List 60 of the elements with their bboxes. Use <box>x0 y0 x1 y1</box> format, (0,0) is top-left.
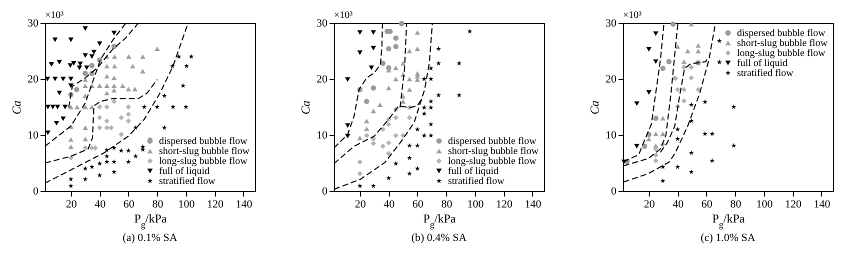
legend-label: full of liquid <box>159 166 210 177</box>
text: (b) 0.4% SA <box>411 232 467 244</box>
legend-label: stratified flow <box>159 176 216 187</box>
y-axis-title: Ca <box>10 100 24 115</box>
legend-label: long-slug bubble flow <box>448 156 538 167</box>
y-tick-label: 10 <box>316 130 328 142</box>
legend-label: stratified flow <box>448 176 506 187</box>
x-tick-label: 40 <box>94 198 106 210</box>
y-tick-label: 30 <box>316 18 328 30</box>
legend-label: dispersed bubble flow <box>448 136 538 147</box>
x-tick-label: 40 <box>672 198 684 210</box>
x-tick-label: 120 <box>496 198 513 210</box>
x-tick-label: 80 <box>441 198 453 210</box>
x-axis-title: P$_{g}$/kPa <box>712 212 746 230</box>
x-tick-label: 80 <box>152 198 164 210</box>
x-tick-label: 20 <box>354 198 366 210</box>
x-tick-label: 60 <box>701 198 713 210</box>
x-axis-title: P$_{g}$/kPa <box>423 212 456 230</box>
x-tick-label: 120 <box>784 198 802 210</box>
legend-label: short-slug bubble flow <box>159 146 250 157</box>
x-tick-label: 100 <box>178 198 196 210</box>
x-tick-label: 120 <box>206 198 224 210</box>
legend-label: dispersed bubble flow <box>159 136 248 147</box>
y-tick-label: 0 <box>33 186 39 198</box>
legend-label: stratified flow <box>737 68 794 79</box>
y-tick-label: 0 <box>611 186 617 198</box>
text: ×10³ <box>334 10 353 21</box>
x-tick-label: 100 <box>467 198 484 210</box>
text: ×10³ <box>623 10 642 21</box>
x-tick-label: 40 <box>384 198 396 210</box>
y-axis-title: Ca <box>588 100 602 115</box>
text: (c) 1.0% SA <box>700 232 756 244</box>
y-tick-label: 20 <box>606 74 617 86</box>
x-tick-label: 140 <box>236 198 253 210</box>
text: (a) 0.1% SA <box>122 232 178 244</box>
y-tick-label: 10 <box>28 130 39 142</box>
y-tick-label: 20 <box>28 74 39 86</box>
y-tick-label: 30 <box>606 18 617 30</box>
y-tick-label: 10 <box>606 130 617 142</box>
legend-label: dispersed bubble flow <box>737 28 826 39</box>
x-tick-label: 140 <box>814 198 831 210</box>
x-tick-label: 100 <box>756 198 774 210</box>
x-tick-label: 140 <box>524 198 542 210</box>
y-tick-label: 0 <box>322 186 328 198</box>
x-tick-label: 60 <box>123 198 135 210</box>
legend-label: long-slug bubble flow <box>737 48 826 59</box>
legend-label: full of liquid <box>737 58 788 69</box>
x-axis-title: P$_{g}$/kPa <box>134 212 168 230</box>
x-tick-label: 80 <box>730 198 742 210</box>
legend-label: short-slug bubble flow <box>737 38 828 49</box>
x-tick-label: 20 <box>644 198 656 210</box>
text: ×10³ <box>45 10 64 21</box>
legend-label: full of liquid <box>448 166 499 177</box>
x-tick-label: 60 <box>412 198 424 210</box>
legend-label: long-slug bubble flow <box>159 156 248 167</box>
y-tick-label: 20 <box>316 74 328 86</box>
y-tick-label: 30 <box>28 18 39 30</box>
y-axis-title: Ca <box>298 100 312 115</box>
legend-label: short-slug bubble flow <box>448 146 540 157</box>
x-tick-label: 20 <box>66 198 78 210</box>
